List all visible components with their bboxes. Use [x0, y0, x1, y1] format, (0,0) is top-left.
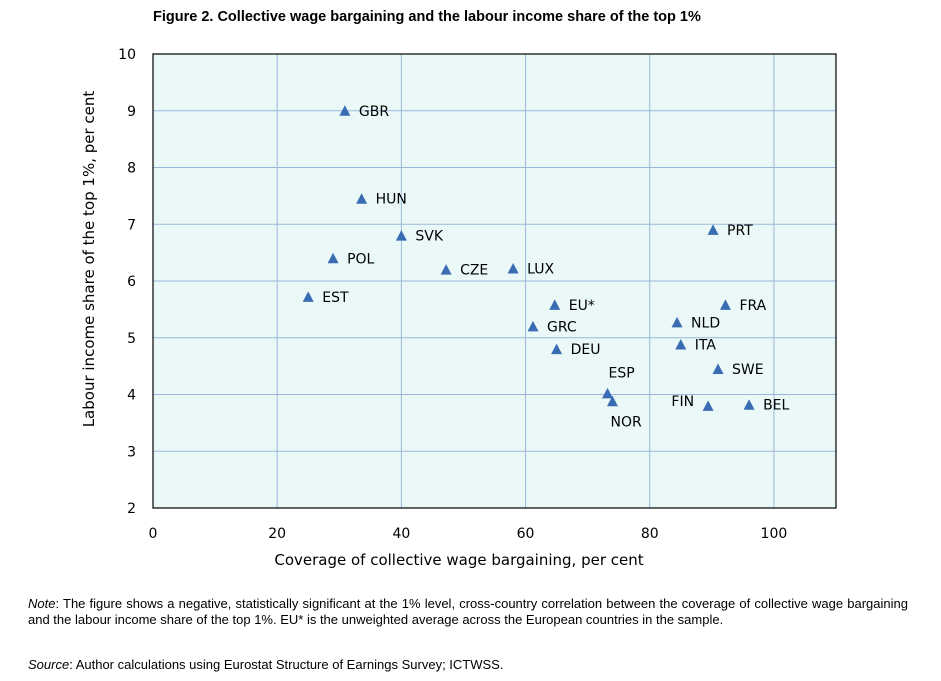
figure-note: Note: The figure shows a negative, stati…: [28, 596, 908, 628]
point-label: ESP: [609, 365, 635, 381]
y-axis-label: Labour income share of the top 1%, per c…: [80, 91, 98, 428]
point-label: GBR: [359, 104, 389, 120]
data-point-ita: [675, 339, 687, 350]
x-tick-label: 40: [392, 526, 410, 542]
x-tick-label: 60: [517, 526, 535, 542]
data-points: GBR HUN SVK POL CZE LUX EST EU* GRC DEU ESP NOR PRT F…: [302, 104, 790, 430]
point-label: NOR: [610, 414, 641, 430]
axis-ticks: 0 20 40 60 80 100 2 3 4 5 6 7 8 9 10: [118, 47, 787, 542]
data-point-svk: [395, 230, 407, 241]
data-point-nld: [671, 316, 683, 328]
data-point-fra: [719, 299, 731, 310]
data-point-lux: [507, 263, 519, 274]
data-point-nor: [606, 395, 618, 407]
note-text: : The figure shows a negative, statistic…: [28, 596, 908, 627]
data-point-esp: [602, 387, 614, 399]
point-label: HUN: [376, 192, 407, 208]
point-label: SVK: [415, 229, 443, 245]
data-point-cze: [440, 264, 452, 275]
scatter-chart: 0 20 40 60 80 100 2 3 4 5 6 7 8 9 10 GBR HUN SVK POL CZE LU…: [80, 47, 837, 569]
point-label: ITA: [695, 338, 717, 354]
point-label: SWE: [732, 362, 764, 378]
point-label: FIN: [671, 394, 694, 410]
point-label: FRA: [739, 298, 766, 314]
source-label: Source: [28, 657, 70, 672]
point-label: GRC: [547, 319, 577, 335]
x-tick-label: 0: [149, 526, 158, 542]
x-tick-label: 80: [641, 526, 659, 542]
y-tick-label: 3: [127, 444, 136, 460]
y-tick-label: 10: [118, 47, 136, 63]
data-point-swe: [712, 363, 724, 374]
data-point-pol: [327, 252, 339, 264]
point-label: EST: [322, 290, 349, 306]
y-tick-label: 9: [127, 104, 136, 120]
data-point-prt: [707, 224, 719, 235]
point-label: BEL: [763, 398, 789, 414]
point-label: DEU: [571, 342, 601, 358]
data-point-hun: [356, 193, 368, 204]
source-text: : Author calculations using Eurostat Str…: [69, 657, 504, 672]
data-point-eu: [549, 299, 561, 310]
y-tick-label: 6: [127, 274, 136, 290]
note-label: Note: [28, 596, 56, 611]
point-label: PRT: [727, 223, 753, 239]
y-tick-label: 5: [127, 331, 136, 347]
data-point-grc: [527, 320, 539, 332]
y-tick-label: 4: [127, 388, 136, 404]
data-point-bel: [743, 399, 755, 410]
figure-source: Source: Author calculations using Eurost…: [28, 657, 503, 672]
point-label: POL: [347, 251, 374, 267]
data-point-gbr: [339, 105, 351, 116]
y-tick-label: 7: [127, 217, 136, 233]
data-point-deu: [551, 343, 563, 355]
gridlines: [153, 54, 836, 508]
y-tick-label: 8: [127, 161, 136, 177]
y-tick-label: 2: [127, 501, 136, 517]
point-label: CZE: [460, 263, 488, 279]
x-tick-label: 100: [761, 526, 788, 542]
point-label: LUX: [527, 262, 554, 278]
data-point-fin: [702, 400, 714, 411]
x-axis-label: Coverage of collective wage bargaining, …: [274, 551, 643, 569]
point-label: NLD: [691, 315, 720, 331]
x-tick-label: 20: [268, 526, 286, 542]
figure-title: Figure 2. Collective wage bargaining and…: [153, 9, 701, 25]
point-label: EU*: [569, 298, 595, 314]
plot-frame: [152, 53, 837, 509]
data-point-est: [302, 291, 314, 302]
